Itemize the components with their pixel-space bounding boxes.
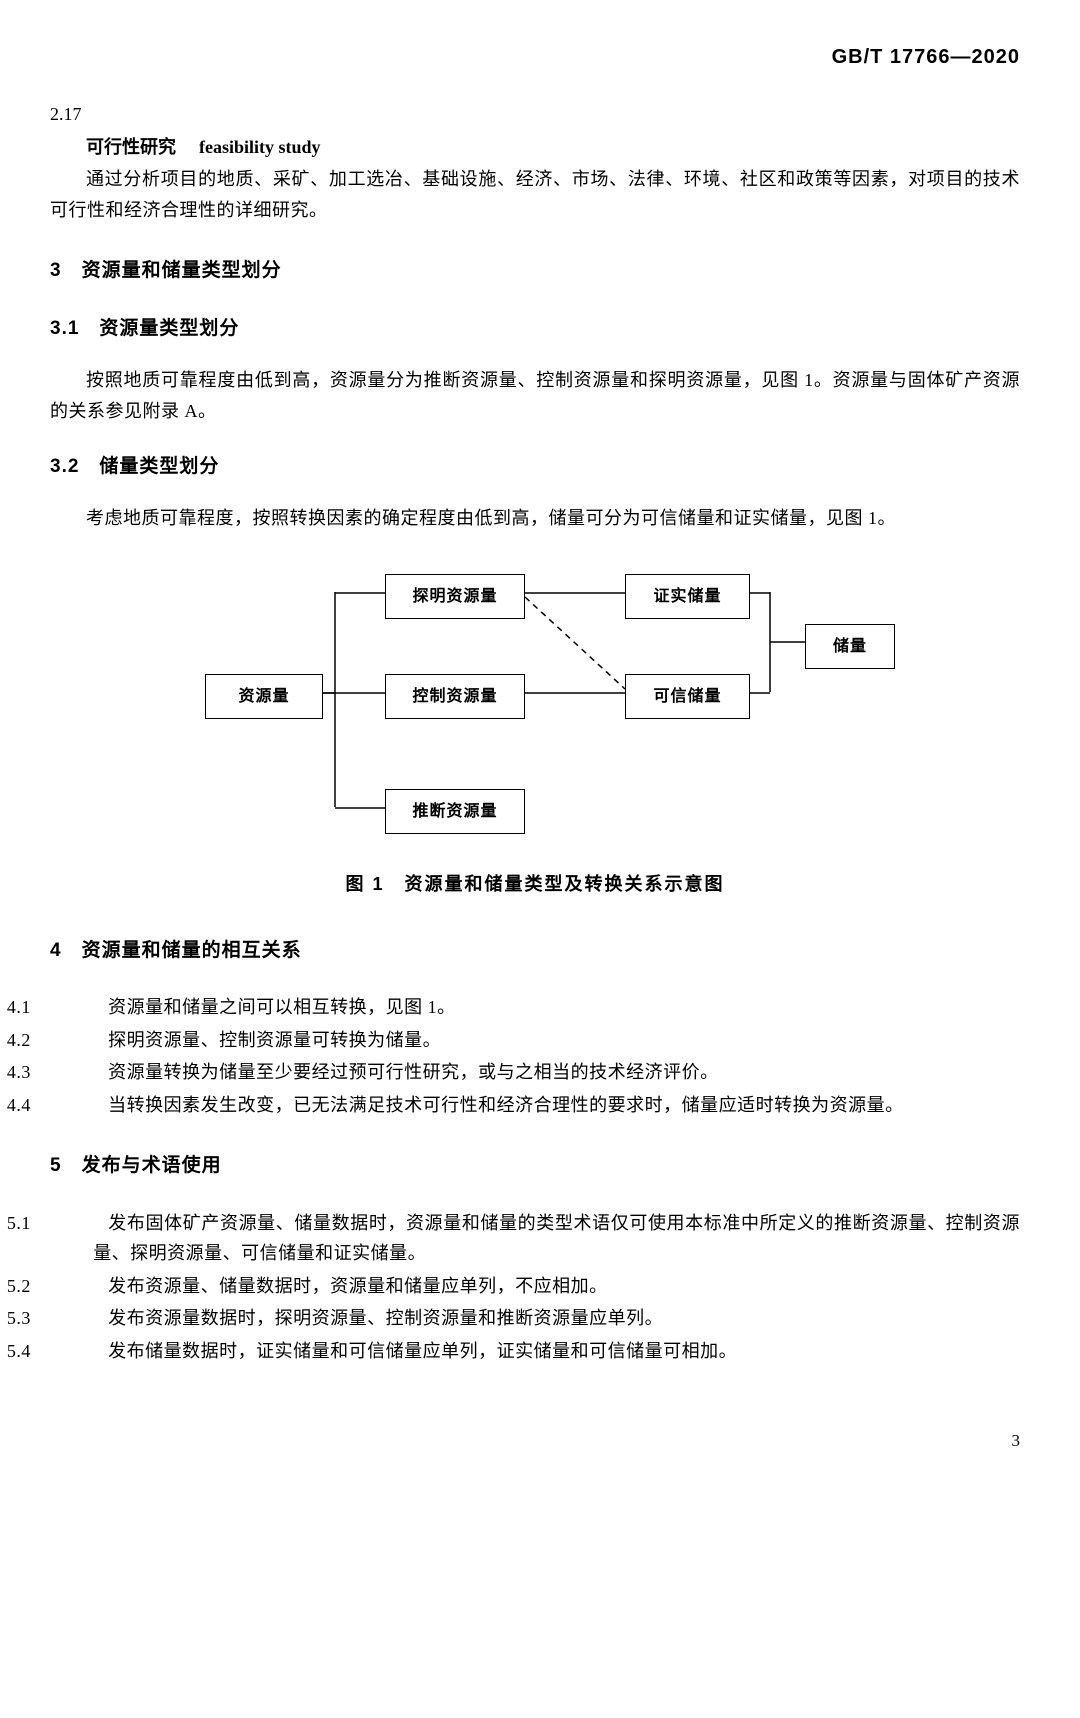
term-en: feasibility study <box>199 137 321 157</box>
box-inferred: 推断资源量 <box>385 789 525 834</box>
box-resource: 资源量 <box>205 674 323 719</box>
section-5-title: 5 发布与术语使用 <box>50 1150 1020 1182</box>
list-item-number: 4.3 <box>50 1057 90 1088</box>
box-reserve: 储量 <box>805 624 895 669</box>
standard-code: GB/T 17766—2020 <box>50 40 1020 74</box>
list-item: 4.2 探明资源量、控制资源量可转换为储量。 <box>50 1025 1020 1056</box>
term-title: 可行性研究 feasibility study <box>50 132 1020 163</box>
list-item-text: 资源量转换为储量至少要经过预可行性研究，或与之相当的技术经济评价。 <box>90 1062 719 1082</box>
list-item-text: 发布资源量数据时，探明资源量、控制资源量和推断资源量应单列。 <box>90 1308 664 1328</box>
section-3-1-para: 按照地质可靠程度由低到高，资源量分为推断资源量、控制资源量和探明资源量，见图 1… <box>50 365 1020 426</box>
box-proved: 证实储量 <box>625 574 750 619</box>
list-item: 4.3 资源量转换为储量至少要经过预可行性研究，或与之相当的技术经济评价。 <box>50 1057 1020 1088</box>
list-item-text: 发布资源量、储量数据时，资源量和储量应单列，不应相加。 <box>90 1276 608 1296</box>
figure-1-diagram: 资源量 探明资源量 控制资源量 推断资源量 证实储量 可信储量 储量 <box>175 554 895 844</box>
box-probable: 可信储量 <box>625 674 750 719</box>
list-item-text: 资源量和储量之间可以相互转换，见图 1。 <box>90 997 456 1017</box>
list-item-number: 4.2 <box>50 1025 90 1056</box>
term-definition: 通过分析项目的地质、采矿、加工选冶、基础设施、经济、市场、法律、环境、社区和政策… <box>50 164 1020 225</box>
list-item-number: 4.4 <box>50 1090 90 1121</box>
list-item-number: 5.1 <box>50 1208 90 1239</box>
list-item: 5.1 发布固体矿产资源量、储量数据时，资源量和储量的类型术语仅可使用本标准中所… <box>50 1208 1020 1269</box>
list-item-text: 当转换因素发生改变，已无法满足技术可行性和经济合理性的要求时，储量应适时转换为资… <box>90 1095 904 1115</box>
list-item-text: 发布储量数据时，证实储量和可信储量应单列，证实储量和可信储量可相加。 <box>90 1341 738 1361</box>
list-item-number: 4.1 <box>50 992 90 1023</box>
list-item: 5.2 发布资源量、储量数据时，资源量和储量应单列，不应相加。 <box>50 1271 1020 1302</box>
box-measured: 探明资源量 <box>385 574 525 619</box>
section-3-2-title: 3.2 储量类型划分 <box>50 451 1020 483</box>
term-number: 2.17 <box>50 99 1020 130</box>
section-3-1-title: 3.1 资源量类型划分 <box>50 313 1020 345</box>
term-zh: 可行性研究 <box>86 137 176 157</box>
figure-1-caption: 图 1 资源量和储量类型及转换关系示意图 <box>50 869 1020 900</box>
list-item-number: 5.4 <box>50 1336 90 1367</box>
list-item-number: 5.3 <box>50 1303 90 1334</box>
section-5-list: 5.1 发布固体矿产资源量、储量数据时，资源量和储量的类型术语仅可使用本标准中所… <box>50 1208 1020 1367</box>
list-item: 5.4 发布储量数据时，证实储量和可信储量应单列，证实储量和可信储量可相加。 <box>50 1336 1020 1367</box>
section-3-2-para: 考虑地质可靠程度，按照转换因素的确定程度由低到高，储量可分为可信储量和证实储量，… <box>50 503 1020 534</box>
list-item-text: 探明资源量、控制资源量可转换为储量。 <box>90 1030 442 1050</box>
section-4-list: 4.1 资源量和储量之间可以相互转换，见图 1。4.2 探明资源量、控制资源量可… <box>50 992 1020 1120</box>
section-4-title: 4 资源量和储量的相互关系 <box>50 935 1020 967</box>
list-item-number: 5.2 <box>50 1271 90 1302</box>
section-3-title: 3 资源量和储量类型划分 <box>50 255 1020 287</box>
page-number: 3 <box>50 1427 1020 1456</box>
list-item: 5.3 发布资源量数据时，探明资源量、控制资源量和推断资源量应单列。 <box>50 1303 1020 1334</box>
box-indicated: 控制资源量 <box>385 674 525 719</box>
list-item: 4.4 当转换因素发生改变，已无法满足技术可行性和经济合理性的要求时，储量应适时… <box>50 1090 1020 1121</box>
list-item-text: 发布固体矿产资源量、储量数据时，资源量和储量的类型术语仅可使用本标准中所定义的推… <box>90 1213 1020 1264</box>
list-item: 4.1 资源量和储量之间可以相互转换，见图 1。 <box>50 992 1020 1023</box>
